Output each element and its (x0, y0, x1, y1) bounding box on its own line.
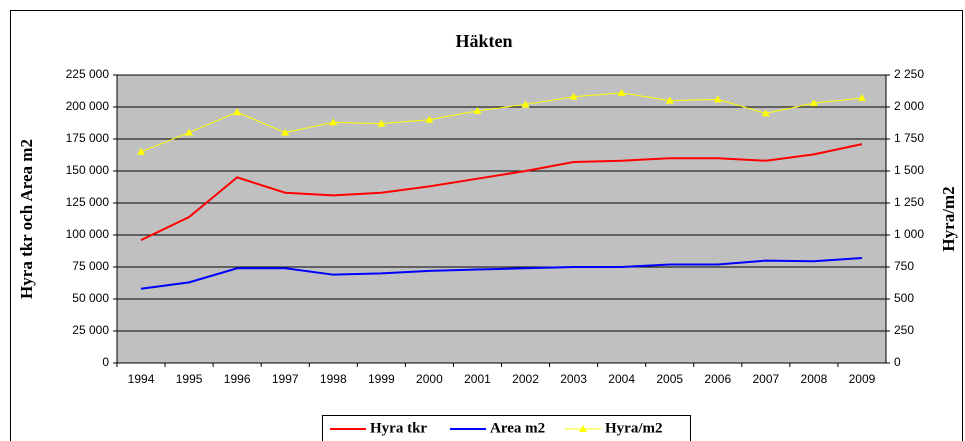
point-marker (233, 108, 242, 116)
point-marker (617, 88, 626, 96)
point-marker (665, 96, 674, 104)
y2-tick-label: 1 250 (894, 195, 924, 209)
x-tick-label: 2005 (656, 372, 683, 386)
point-marker (569, 92, 578, 100)
legend-box (322, 415, 691, 441)
x-tick-label: 2003 (560, 372, 587, 386)
y2-tick-label: 250 (894, 323, 914, 337)
point-marker (761, 109, 770, 117)
x-tick-label: 2000 (416, 372, 443, 386)
legend-marker (579, 425, 587, 432)
x-tick-label: 2006 (704, 372, 731, 386)
y-tick-label: 25 000 (72, 323, 109, 337)
point-marker (809, 99, 818, 107)
y-tick-label: 175 000 (66, 131, 110, 145)
series-line (140, 257, 863, 290)
y2-tick-label: 1 500 (894, 163, 924, 177)
plot-area (117, 75, 886, 363)
y-tick-label: 125 000 (66, 195, 110, 209)
y-tick-label: 200 000 (66, 99, 110, 113)
y2-tick-label: 750 (894, 259, 914, 273)
point-marker (473, 106, 482, 114)
series-line (140, 92, 863, 153)
y-tick-label: 0 (102, 355, 109, 369)
y-tick-label: 100 000 (66, 227, 110, 241)
point-marker (137, 147, 146, 155)
y2-tick-label: 500 (894, 291, 914, 305)
y2-axis-label: Hyra/m2 (939, 186, 958, 251)
y-tick-label: 50 000 (72, 291, 109, 305)
legend-label: Hyra/m2 (605, 420, 663, 436)
y2-tick-label: 1 000 (894, 227, 924, 241)
x-tick-label: 2002 (512, 372, 539, 386)
y2-tick-label: 2 000 (894, 99, 924, 113)
series-line (140, 143, 863, 242)
chart-title: Häkten (455, 31, 512, 51)
y-axis-label: Hyra tkr och Area m2 (17, 139, 36, 299)
x-tick-label: 1995 (176, 372, 203, 386)
x-tick-label: 2001 (464, 372, 491, 386)
point-marker (521, 100, 530, 108)
x-tick-label: 2009 (849, 372, 876, 386)
point-marker (281, 128, 290, 136)
y2-tick-label: 1 750 (894, 131, 924, 145)
x-tick-label: 1996 (224, 372, 251, 386)
x-tick-label: 2004 (608, 372, 635, 386)
y-tick-label: 225 000 (66, 67, 110, 81)
point-marker (329, 118, 338, 126)
x-tick-label: 1997 (272, 372, 299, 386)
point-marker (425, 115, 434, 123)
x-tick-label: 1998 (320, 372, 347, 386)
x-tick-label: 2008 (801, 372, 828, 386)
y-tick-label: 150 000 (66, 163, 110, 177)
legend-label: Hyra tkr (370, 420, 427, 436)
x-tick-label: 2007 (752, 372, 779, 386)
point-marker (857, 94, 866, 102)
x-tick-label: 1999 (368, 372, 395, 386)
legend-label: Area m2 (490, 420, 545, 436)
point-marker (713, 95, 722, 103)
y-tick-label: 75 000 (72, 259, 109, 273)
y2-tick-label: 2 250 (894, 67, 924, 81)
y2-tick-label: 0 (894, 355, 901, 369)
x-tick-label: 1994 (128, 372, 155, 386)
point-marker (185, 128, 194, 136)
point-marker (377, 119, 386, 127)
